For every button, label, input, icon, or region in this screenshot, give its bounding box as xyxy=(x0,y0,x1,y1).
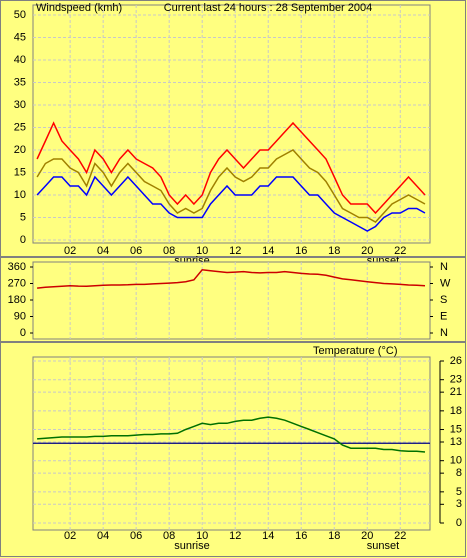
y-tick-label: 30 xyxy=(14,99,26,111)
y2-tick-label: 18 xyxy=(450,405,462,417)
x-tick-label: 08 xyxy=(163,530,175,542)
annotation: sunset xyxy=(367,540,399,552)
x-tick-label: 12 xyxy=(229,530,241,542)
y-tick-label: 40 xyxy=(14,54,26,66)
x-tick-label: 04 xyxy=(97,530,109,542)
x-tick-label: 06 xyxy=(130,245,142,257)
x-tick-label: 16 xyxy=(295,530,307,542)
x-tick-label: 06 xyxy=(130,530,142,542)
x-tick-label: 18 xyxy=(328,245,340,257)
x-tick-label: 02 xyxy=(64,245,76,257)
y2-tick-label: S xyxy=(440,294,447,306)
y2-tick-label: 21 xyxy=(450,386,462,398)
y2-tick-label: 3 xyxy=(456,498,462,510)
y-tick-label: 25 xyxy=(14,121,26,133)
y-tick-label: 270 xyxy=(8,277,26,289)
series-line xyxy=(36,149,426,223)
y2-tick-label: 23 xyxy=(450,374,462,386)
chart-title: Current last 24 hours : 28 September 200… xyxy=(164,2,373,14)
y-tick-label: 5 xyxy=(20,211,26,223)
y2-tick-label: N xyxy=(440,261,448,273)
y2-tick-label: E xyxy=(440,310,447,322)
legend-label: Windspeed (kmh) xyxy=(36,2,122,14)
y-tick-label: 50 xyxy=(14,9,26,21)
y-tick-label: 35 xyxy=(14,76,26,88)
y2-tick-label: 15 xyxy=(450,423,462,435)
y-tick-label: 90 xyxy=(14,310,26,322)
series-line xyxy=(37,269,426,289)
y2-tick-label: 10 xyxy=(450,455,462,467)
x-tick-label: 14 xyxy=(262,245,274,257)
y2-tick-label: 8 xyxy=(456,467,462,479)
x-tick-label: 10 xyxy=(196,530,208,542)
annotation: sunrise xyxy=(174,540,209,552)
y-tick-label: 180 xyxy=(8,294,26,306)
x-tick-label: 10 xyxy=(196,245,208,257)
x-tick-label: 20 xyxy=(361,245,373,257)
plot-area xyxy=(32,261,431,340)
x-tick-label: 22 xyxy=(394,245,406,257)
y2-tick-label: 26 xyxy=(450,355,462,367)
y-tick-label: 360 xyxy=(8,261,26,273)
y2-tick-label: 0 xyxy=(456,517,462,529)
series-line xyxy=(36,121,426,215)
x-tick-label: 14 xyxy=(262,530,274,542)
x-tick-label: 22 xyxy=(394,530,406,542)
x-tick-label: 12 xyxy=(229,245,241,257)
x-tick-label: 18 xyxy=(328,530,340,542)
x-tick-label: 16 xyxy=(295,245,307,257)
x-tick-label: 20 xyxy=(361,530,373,542)
x-tick-label: 02 xyxy=(64,530,76,542)
series-line xyxy=(37,416,426,453)
y2-tick-label: 5 xyxy=(456,486,462,498)
y-tick-label: 45 xyxy=(14,31,26,43)
y2-tick-label: W xyxy=(440,277,451,289)
y-tick-label: 0 xyxy=(20,327,26,339)
series-line xyxy=(36,175,426,232)
legend-label: Temperature (°C) xyxy=(313,345,397,357)
x-tick-label: 08 xyxy=(163,245,175,257)
y2-tick-label: N xyxy=(440,327,448,339)
y-tick-label: 0 xyxy=(20,234,26,246)
y-tick-label: 10 xyxy=(14,189,26,201)
y-tick-label: 15 xyxy=(14,166,26,178)
y2-tick-label: 13 xyxy=(450,436,462,448)
y-tick-label: 20 xyxy=(14,144,26,156)
x-tick-label: 04 xyxy=(97,245,109,257)
